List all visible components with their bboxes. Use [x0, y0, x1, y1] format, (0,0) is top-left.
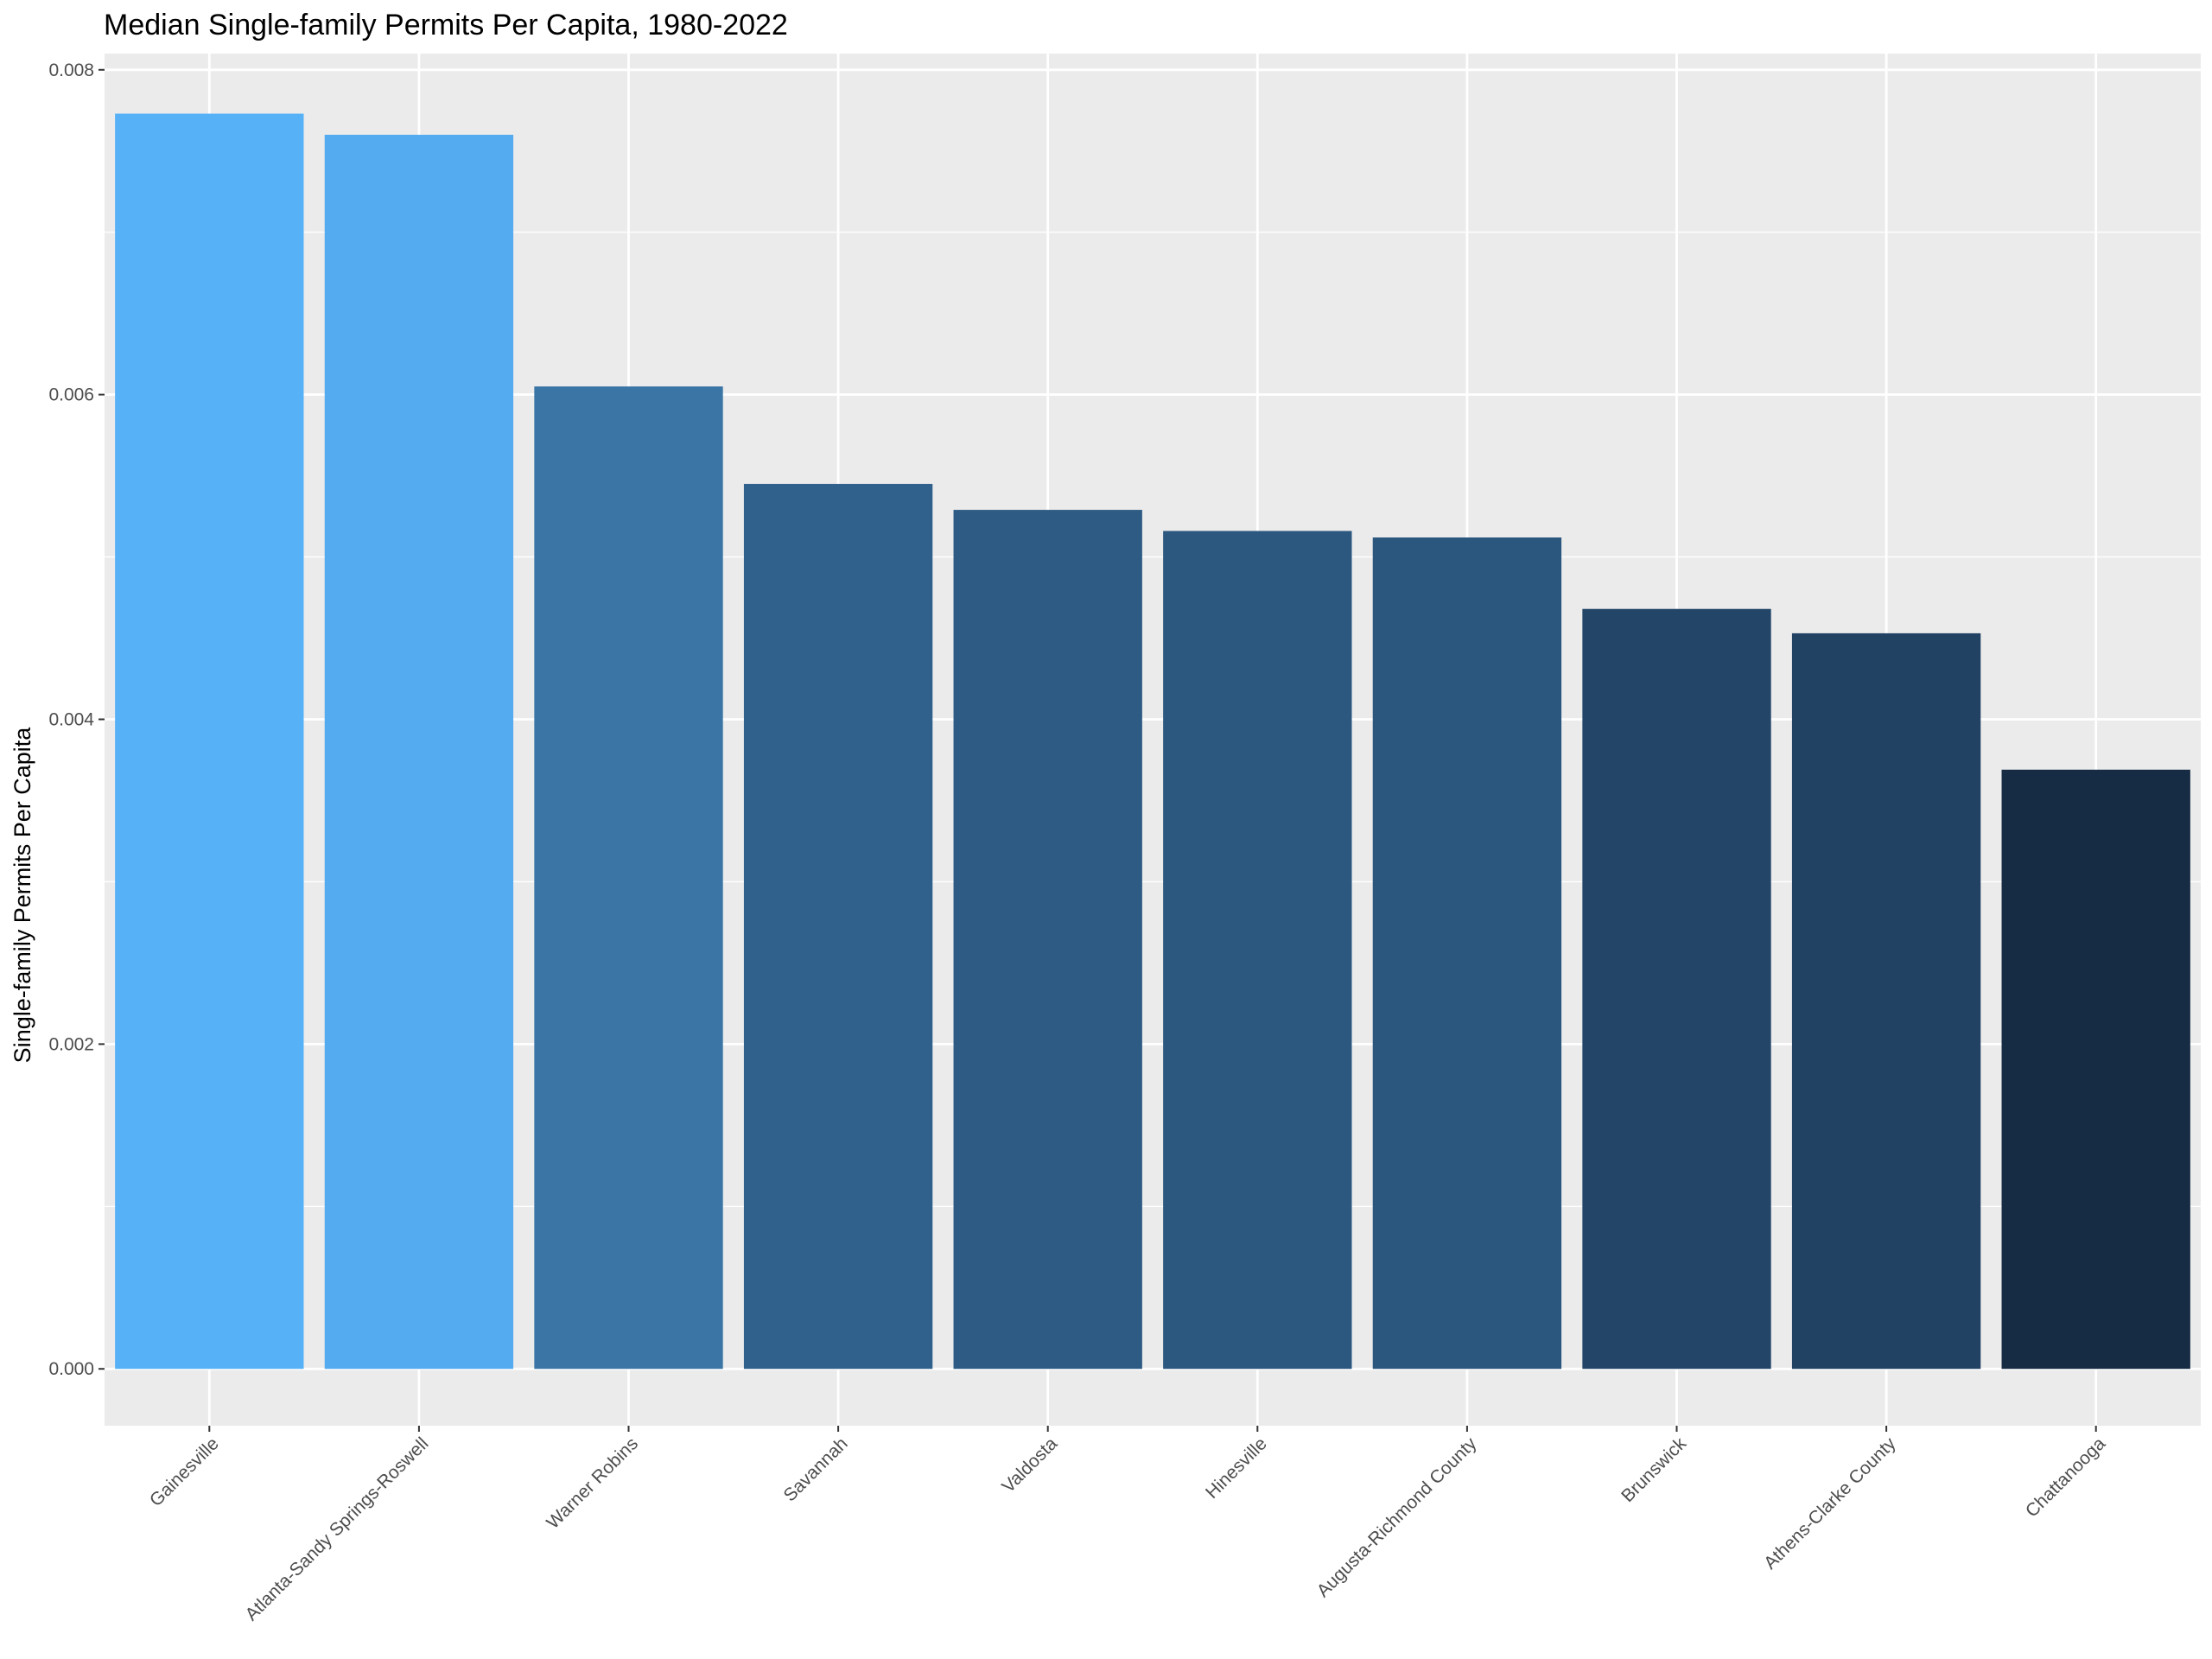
y-tick-label: 0.004 [48, 710, 94, 730]
bar-5 [953, 510, 1142, 1370]
bar-10 [2001, 769, 2190, 1370]
bar-3 [534, 386, 723, 1370]
x-tick-label: Valdosta [998, 1433, 1061, 1497]
y-tick-label: 0.000 [48, 1359, 94, 1379]
bar-2 [324, 134, 514, 1370]
y-axis: 0.000 0.002 0.004 0.006 0.008 [48, 60, 105, 1379]
bar-7 [1372, 537, 1562, 1370]
x-axis: Gainesville Atlanta-Sandy Springs-Roswell… [146, 1426, 2110, 1624]
x-tick-label: Brunswick [1618, 1433, 1690, 1506]
bar-9 [1791, 632, 1981, 1370]
y-axis-label: Single-family Permits Per Capita [10, 727, 35, 1064]
bar-1 [115, 113, 304, 1370]
y-tick-label: 0.008 [48, 60, 94, 80]
x-tick-label: Savannah [779, 1433, 851, 1505]
x-tick-label: Athens-Clarke County [1760, 1433, 1900, 1573]
bar-6 [1163, 531, 1352, 1370]
x-tick-label: Atlanta-Sandy Springs-Roswell [241, 1433, 432, 1624]
x-tick-label: Chattanooga [2022, 1433, 2110, 1522]
chart-title: Median Single-family Permits Per Capita,… [104, 9, 788, 41]
y-tick-label: 0.002 [48, 1034, 94, 1054]
x-tick-label: Gainesville [146, 1433, 223, 1510]
bar-4 [743, 484, 933, 1370]
bars [115, 113, 2190, 1370]
y-tick-label: 0.006 [48, 385, 94, 405]
x-tick-label: Augusta-Richmond County [1313, 1433, 1481, 1601]
bar-8 [1582, 608, 1771, 1370]
x-tick-label: Hinesville [1202, 1433, 1271, 1503]
x-tick-label: Warner Robins [543, 1433, 642, 1533]
